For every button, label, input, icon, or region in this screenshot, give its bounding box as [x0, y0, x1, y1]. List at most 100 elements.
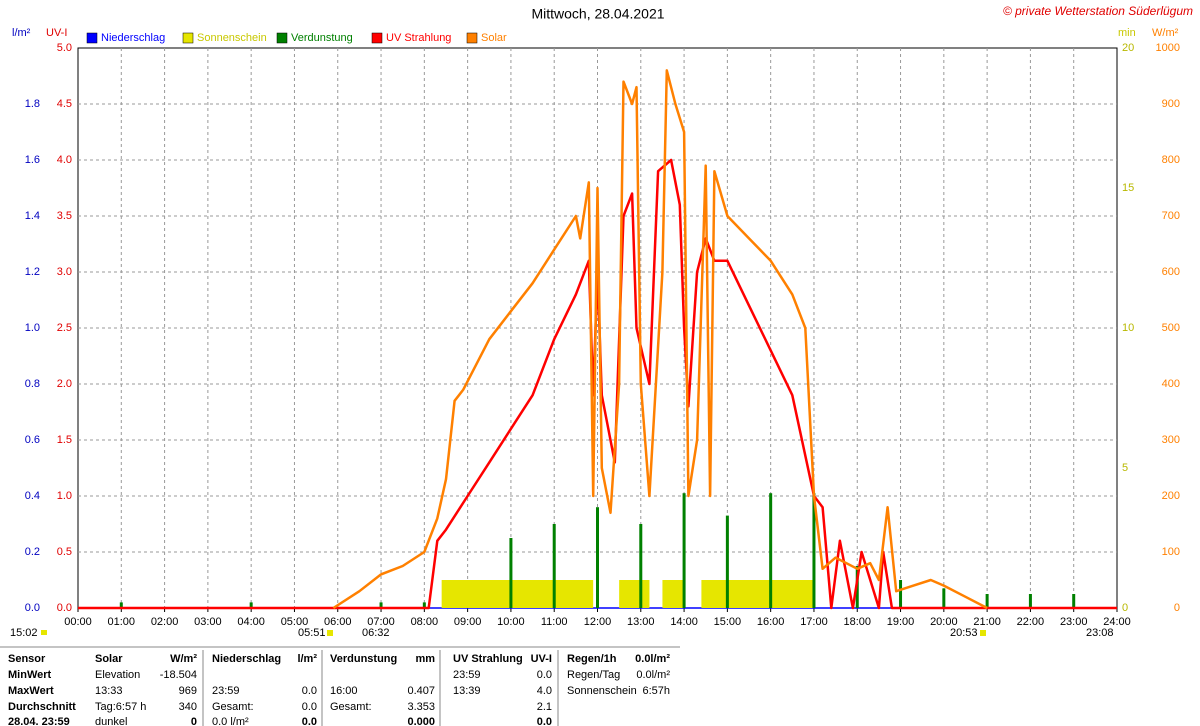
table-cell: Regen/Tag — [567, 669, 620, 681]
y-tick-label: 5 — [1122, 462, 1128, 474]
table-cell: 13:33 — [95, 685, 123, 697]
axis-label: W/m² — [1152, 27, 1179, 39]
y-tick-label: 400 — [1162, 378, 1180, 390]
table-cell: 23:59 — [212, 685, 240, 697]
evaporation-bar — [1072, 594, 1076, 608]
x-tick-label: 03:00 — [194, 616, 222, 628]
y-tick-label: 3.5 — [57, 210, 72, 222]
x-tick-label: 10:00 — [497, 616, 525, 628]
evaporation-bar — [985, 594, 989, 608]
table-cell: 4.0 — [537, 685, 552, 697]
x-tick-label: 14:00 — [670, 616, 698, 628]
axis-label: min — [1118, 27, 1136, 39]
table-cell: Elevation — [95, 669, 140, 681]
table-cell: 0.0 — [537, 716, 552, 726]
y-tick-label: 10 — [1122, 322, 1134, 334]
sun-time: 20:53 — [950, 627, 978, 639]
table-cell: 0.000 — [407, 716, 435, 726]
y-tick-label: 0.0 — [25, 602, 40, 614]
y-tick-label: 5.0 — [57, 42, 72, 54]
evaporation-bar — [942, 588, 946, 608]
y-tick-label: 1.0 — [57, 490, 72, 502]
y-tick-label: 800 — [1162, 154, 1180, 166]
y-tick-label: 1.5 — [57, 434, 72, 446]
table-cell: Sensor — [8, 653, 46, 665]
evaporation-bar — [249, 602, 253, 608]
y-tick-label: 0 — [1122, 602, 1128, 614]
stats-table: Sensor Solar W/m² Niederschlag l/m² Verdunstu… — [8, 650, 670, 726]
sunshine-span — [441, 580, 594, 608]
y-tick-label: 15 — [1122, 182, 1134, 194]
y-tick-label: 300 — [1162, 434, 1180, 446]
y-tick-label: 20 — [1122, 42, 1134, 54]
x-tick-label: 19:00 — [887, 616, 915, 628]
x-tick-label: 22:00 — [1017, 616, 1045, 628]
legend-label: Verdunstung — [291, 32, 353, 44]
table-cell: 969 — [179, 685, 197, 697]
x-tick-label: 02:00 — [151, 616, 179, 628]
x-tick-label: 08:00 — [411, 616, 439, 628]
x-tick-label: 06:00 — [324, 616, 352, 628]
sun-time: 06:32 — [362, 627, 390, 639]
x-tick-label: 04:00 — [237, 616, 265, 628]
legend-label: Solar — [481, 32, 507, 44]
table-cell: Verdunstung — [330, 653, 397, 665]
evaporation-bar — [509, 538, 513, 608]
table-cell: mm — [415, 653, 435, 665]
table-cell: 23:59 — [453, 669, 481, 681]
table-cell: Sonnenschein — [567, 685, 637, 697]
x-tick-label: 00:00 — [64, 616, 92, 628]
chart-title: Mittwoch, 28.04.2021 — [531, 6, 664, 22]
table-cell: Tag:6:57 h — [95, 701, 146, 713]
table-cell: l/m² — [297, 653, 317, 665]
table-cell: MaxWert — [8, 685, 54, 697]
evaporation-bar — [812, 493, 816, 608]
y-tick-label: 0.6 — [25, 434, 40, 446]
y-tick-label: 0.4 — [25, 490, 40, 502]
table-cell: 13:39 — [453, 685, 481, 697]
evaporation-bar — [552, 524, 556, 608]
evaporation-bar — [682, 493, 686, 608]
table-cell: 0.0 — [302, 716, 317, 726]
table-cell: -18.504 — [160, 669, 197, 681]
sunshine-span — [619, 580, 650, 608]
sunshine-span — [701, 580, 814, 608]
x-tick-label: 01:00 — [108, 616, 136, 628]
y-tick-label: 100 — [1162, 546, 1180, 558]
x-tick-label: 12:00 — [584, 616, 612, 628]
y-tick-label: 1000 — [1156, 42, 1180, 54]
table-cell: 6:57h — [642, 685, 670, 697]
x-tick-label: 16:00 — [757, 616, 785, 628]
y-tick-label: 200 — [1162, 490, 1180, 502]
y-tick-label: 0 — [1174, 602, 1180, 614]
table-cell: 0.0l/m² — [636, 669, 670, 681]
legend-swatch — [466, 32, 478, 44]
y-tick-label: 4.0 — [57, 154, 72, 166]
axis-label: l/m² — [12, 27, 31, 39]
evaporation-bar — [725, 515, 729, 608]
legend-swatch — [86, 32, 98, 44]
legend-swatch — [182, 32, 194, 44]
table-cell: Solar — [95, 653, 123, 665]
table-cell: Niederschlag — [212, 653, 281, 665]
y-tick-label: 1.4 — [25, 210, 40, 222]
legend-label: Sonnenschein — [197, 32, 267, 44]
x-tick-label: 15:00 — [714, 616, 742, 628]
evaporation-bar — [899, 580, 903, 608]
x-tick-label: 24:00 — [1103, 616, 1131, 628]
series-line — [332, 69, 988, 610]
table-cell: UV-I — [531, 653, 552, 665]
table-cell: Gesamt: — [212, 701, 254, 713]
x-tick-label: 18:00 — [843, 616, 871, 628]
table-cell: 0.0 — [537, 669, 552, 681]
sun-time: 23:08 — [1086, 627, 1114, 639]
y-tick-label: 2.0 — [57, 378, 72, 390]
y-tick-label: 1.8 — [25, 98, 40, 110]
y-tick-label: 4.5 — [57, 98, 72, 110]
y-tick-label: 1.2 — [25, 266, 40, 278]
marker — [327, 630, 333, 636]
x-tick-label: 07:00 — [367, 616, 395, 628]
evaporation-bar — [639, 524, 643, 608]
x-tick-label: 20:00 — [930, 616, 958, 628]
legend-label: UV Strahlung — [386, 32, 451, 44]
